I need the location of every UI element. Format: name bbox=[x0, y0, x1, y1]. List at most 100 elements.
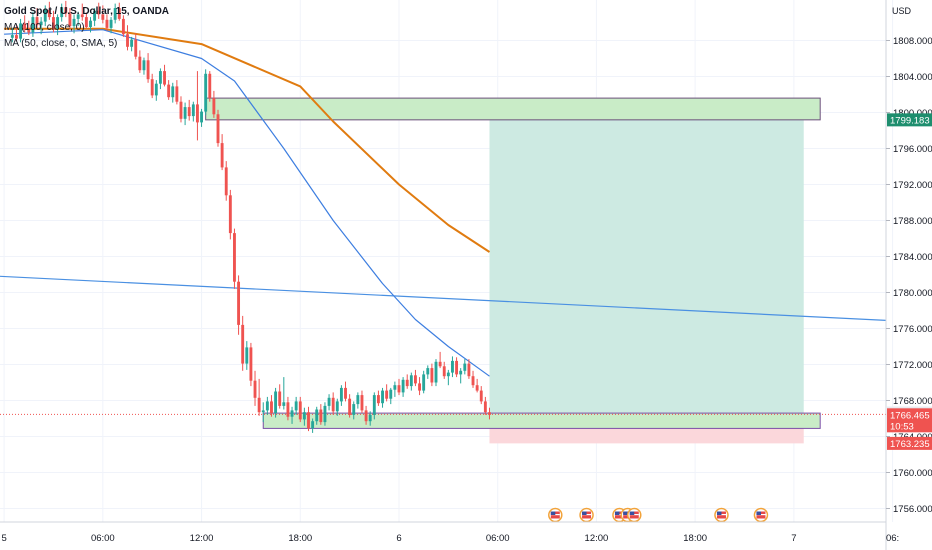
time-tick-label: 06:00 bbox=[91, 533, 115, 544]
candle-body bbox=[360, 395, 364, 411]
candle-body bbox=[228, 195, 232, 234]
symbol-legend[interactable]: Gold Spot / U.S. Dollar, 15, OANDA bbox=[4, 6, 170, 17]
candle-body bbox=[220, 143, 224, 168]
candle-body bbox=[183, 107, 187, 119]
candle-body bbox=[335, 401, 339, 412]
candle-body bbox=[175, 86, 179, 102]
flag-canton bbox=[716, 511, 722, 515]
candle-body bbox=[121, 18, 125, 35]
candle-body bbox=[43, 9, 47, 22]
candle-body bbox=[430, 368, 434, 383]
candle-body bbox=[253, 380, 257, 398]
candle-body bbox=[68, 13, 72, 27]
candle-body bbox=[60, 7, 64, 18]
candle-body bbox=[451, 360, 454, 373]
candle-body bbox=[385, 390, 389, 399]
candle-body bbox=[19, 23, 23, 39]
candle-body bbox=[274, 391, 278, 414]
economic-events[interactable] bbox=[548, 507, 769, 523]
candle-body bbox=[393, 385, 397, 390]
candle-body bbox=[89, 20, 92, 27]
stop-price-text: 1763.235 bbox=[890, 439, 930, 450]
candle-body bbox=[372, 395, 376, 415]
candle-body bbox=[134, 39, 138, 57]
candle-body bbox=[438, 361, 442, 367]
candle-body bbox=[130, 39, 134, 47]
candle-body bbox=[467, 363, 471, 377]
price-tick-label: 1760.000 bbox=[893, 468, 932, 479]
price-tick-label: 1784.000 bbox=[893, 252, 932, 263]
candle-body bbox=[307, 412, 310, 429]
flag-canton bbox=[623, 511, 628, 515]
candle-body bbox=[270, 401, 273, 414]
candle-body bbox=[187, 107, 191, 117]
candle-body bbox=[278, 391, 282, 406]
candle-body bbox=[446, 372, 450, 377]
us-event-flag-icon[interactable] bbox=[627, 507, 642, 523]
us-event-flag-icon[interactable] bbox=[548, 507, 563, 523]
candle-body bbox=[200, 111, 203, 123]
countdown-text: 10:53 bbox=[890, 421, 914, 432]
candle-body bbox=[389, 389, 393, 399]
candle-body bbox=[319, 409, 323, 423]
candle-body bbox=[109, 19, 113, 28]
candle-body bbox=[422, 374, 426, 391]
candle-body bbox=[97, 10, 101, 15]
candle-body bbox=[249, 347, 253, 381]
candle-body bbox=[158, 71, 162, 84]
candlestick-series bbox=[10, 0, 491, 433]
time-tick-label: 12:00 bbox=[585, 533, 609, 544]
stop-price-tag bbox=[887, 436, 932, 450]
time-tick-label: 5 bbox=[1, 533, 6, 544]
candle-body bbox=[298, 401, 302, 420]
ma50-legend[interactable]: MA (50, close, 0, SMA, 5) bbox=[4, 38, 118, 49]
candle-body bbox=[483, 401, 487, 413]
price-tick-label: 1804.000 bbox=[893, 72, 932, 83]
candle-body bbox=[364, 410, 368, 422]
candle-body bbox=[117, 8, 121, 19]
candle-body bbox=[126, 34, 129, 47]
us-event-flag-icon[interactable] bbox=[579, 507, 594, 523]
candle-body bbox=[282, 402, 286, 406]
candle-body bbox=[459, 370, 463, 375]
candle-body bbox=[72, 18, 76, 27]
candle-body bbox=[401, 379, 405, 393]
candle-body bbox=[331, 397, 335, 412]
target-price-text: 1799.183 bbox=[890, 115, 930, 126]
candle-body bbox=[302, 412, 306, 420]
candle-body bbox=[56, 17, 60, 29]
candle-body bbox=[261, 410, 265, 413]
candle-body bbox=[245, 347, 249, 364]
time-tick-label: 06: bbox=[886, 533, 899, 544]
us-event-flag-icon[interactable] bbox=[714, 507, 729, 523]
candle-body bbox=[409, 375, 413, 387]
candle-body bbox=[414, 375, 417, 384]
candle-body bbox=[488, 412, 491, 415]
candle-body bbox=[212, 98, 216, 115]
price-tick-label: 1780.000 bbox=[893, 288, 932, 299]
candle-body bbox=[471, 376, 475, 386]
chart-zones bbox=[205, 97, 821, 444]
us-event-flag-icon[interactable] bbox=[753, 507, 769, 523]
trend-line bbox=[0, 275, 887, 321]
candle-body bbox=[397, 385, 401, 393]
candle-body bbox=[241, 324, 245, 364]
ma100-legend[interactable]: MA (100, close, 0) bbox=[4, 22, 85, 33]
candle-body bbox=[154, 83, 158, 96]
price-tick-label: 1788.000 bbox=[893, 216, 932, 227]
candle-body bbox=[339, 387, 343, 402]
candle-body bbox=[224, 167, 228, 196]
profit-zone bbox=[489, 119, 804, 414]
price-tick-label: 1808.000 bbox=[893, 36, 932, 47]
candle-body bbox=[80, 14, 84, 18]
candle-body bbox=[52, 17, 55, 29]
candle-body bbox=[352, 404, 356, 415]
last-price-tag bbox=[887, 408, 932, 433]
candle-body bbox=[10, 35, 14, 38]
candle-body bbox=[405, 379, 409, 387]
candle-body bbox=[204, 73, 208, 112]
candle-body bbox=[233, 233, 236, 282]
candle-body bbox=[113, 8, 117, 20]
